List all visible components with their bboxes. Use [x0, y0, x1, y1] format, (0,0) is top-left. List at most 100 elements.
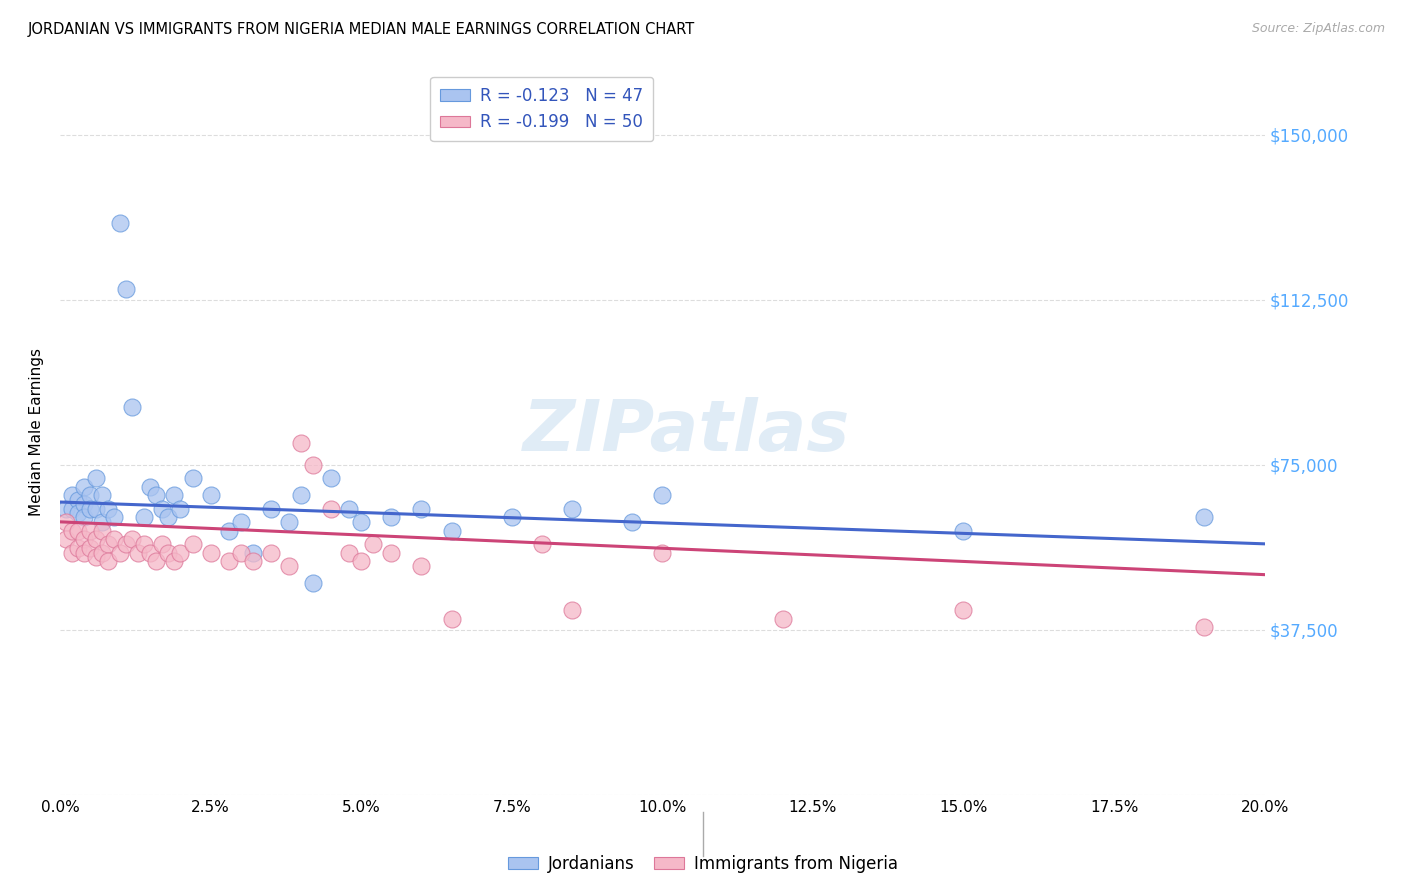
Point	[561, 603, 583, 617]
Point	[152, 501, 174, 516]
Point	[621, 515, 644, 529]
Text: JORDANIAN VS IMMIGRANTS FROM NIGERIA MEDIAN MALE EARNINGS CORRELATION CHART: JORDANIAN VS IMMIGRANTS FROM NIGERIA MED…	[28, 22, 696, 37]
Point	[84, 471, 107, 485]
Point	[302, 458, 325, 472]
Point	[67, 506, 90, 520]
Point	[55, 533, 77, 547]
Point	[55, 501, 77, 516]
Point	[121, 401, 143, 415]
Point	[290, 488, 312, 502]
Point	[290, 435, 312, 450]
Point	[561, 501, 583, 516]
Point	[127, 546, 149, 560]
Point	[350, 554, 373, 568]
Point	[67, 492, 90, 507]
Point	[55, 515, 77, 529]
Point	[152, 537, 174, 551]
Point	[772, 612, 794, 626]
Point	[67, 541, 90, 556]
Point	[97, 537, 120, 551]
Point	[651, 488, 673, 502]
Point	[84, 533, 107, 547]
Point	[440, 524, 463, 538]
Point	[145, 554, 167, 568]
Point	[91, 546, 114, 560]
Text: ZIPatlas: ZIPatlas	[523, 397, 851, 467]
Point	[60, 501, 83, 516]
Point	[181, 537, 204, 551]
Point	[134, 510, 156, 524]
Point	[169, 501, 191, 516]
Point	[242, 554, 264, 568]
Point	[97, 554, 120, 568]
Point	[103, 533, 125, 547]
Point	[110, 216, 132, 230]
Point	[242, 546, 264, 560]
Legend: Jordanians, Immigrants from Nigeria: Jordanians, Immigrants from Nigeria	[501, 848, 905, 880]
Y-axis label: Median Male Earnings: Median Male Earnings	[30, 348, 44, 516]
Legend: R = -0.123   N = 47, R = -0.199   N = 50: R = -0.123 N = 47, R = -0.199 N = 50	[430, 77, 654, 141]
Point	[380, 546, 402, 560]
Point	[350, 515, 373, 529]
Point	[411, 501, 433, 516]
Point	[91, 515, 114, 529]
Point	[103, 510, 125, 524]
Point	[380, 510, 402, 524]
Point	[337, 546, 360, 560]
Point	[260, 546, 283, 560]
Point	[181, 471, 204, 485]
Point	[1194, 510, 1216, 524]
Point	[440, 612, 463, 626]
Point	[277, 558, 299, 573]
Text: Source: ZipAtlas.com: Source: ZipAtlas.com	[1251, 22, 1385, 36]
Point	[157, 546, 180, 560]
Point	[79, 524, 101, 538]
Point	[169, 546, 191, 560]
Point	[952, 603, 974, 617]
Point	[134, 537, 156, 551]
Point	[97, 501, 120, 516]
Point	[319, 471, 342, 485]
Point	[79, 541, 101, 556]
Point	[651, 546, 673, 560]
Point	[530, 537, 553, 551]
Point	[73, 480, 96, 494]
Point	[411, 558, 433, 573]
Point	[91, 488, 114, 502]
Point	[302, 576, 325, 591]
Point	[277, 515, 299, 529]
Point	[337, 501, 360, 516]
Point	[115, 537, 138, 551]
Point	[60, 546, 83, 560]
Point	[73, 497, 96, 511]
Point	[952, 524, 974, 538]
Point	[60, 524, 83, 538]
Point	[229, 546, 252, 560]
Point	[84, 549, 107, 564]
Point	[319, 501, 342, 516]
Point	[73, 533, 96, 547]
Point	[157, 510, 180, 524]
Point	[79, 488, 101, 502]
Point	[139, 546, 162, 560]
Point	[84, 501, 107, 516]
Point	[145, 488, 167, 502]
Point	[218, 524, 240, 538]
Point	[73, 546, 96, 560]
Point	[73, 510, 96, 524]
Point	[163, 488, 186, 502]
Point	[361, 537, 384, 551]
Point	[501, 510, 523, 524]
Point	[200, 488, 222, 502]
Point	[218, 554, 240, 568]
Point	[115, 282, 138, 296]
Point	[121, 533, 143, 547]
Point	[110, 546, 132, 560]
Point	[91, 524, 114, 538]
Point	[1194, 620, 1216, 634]
Point	[200, 546, 222, 560]
Point	[229, 515, 252, 529]
Point	[79, 501, 101, 516]
Point	[60, 488, 83, 502]
Point	[67, 524, 90, 538]
